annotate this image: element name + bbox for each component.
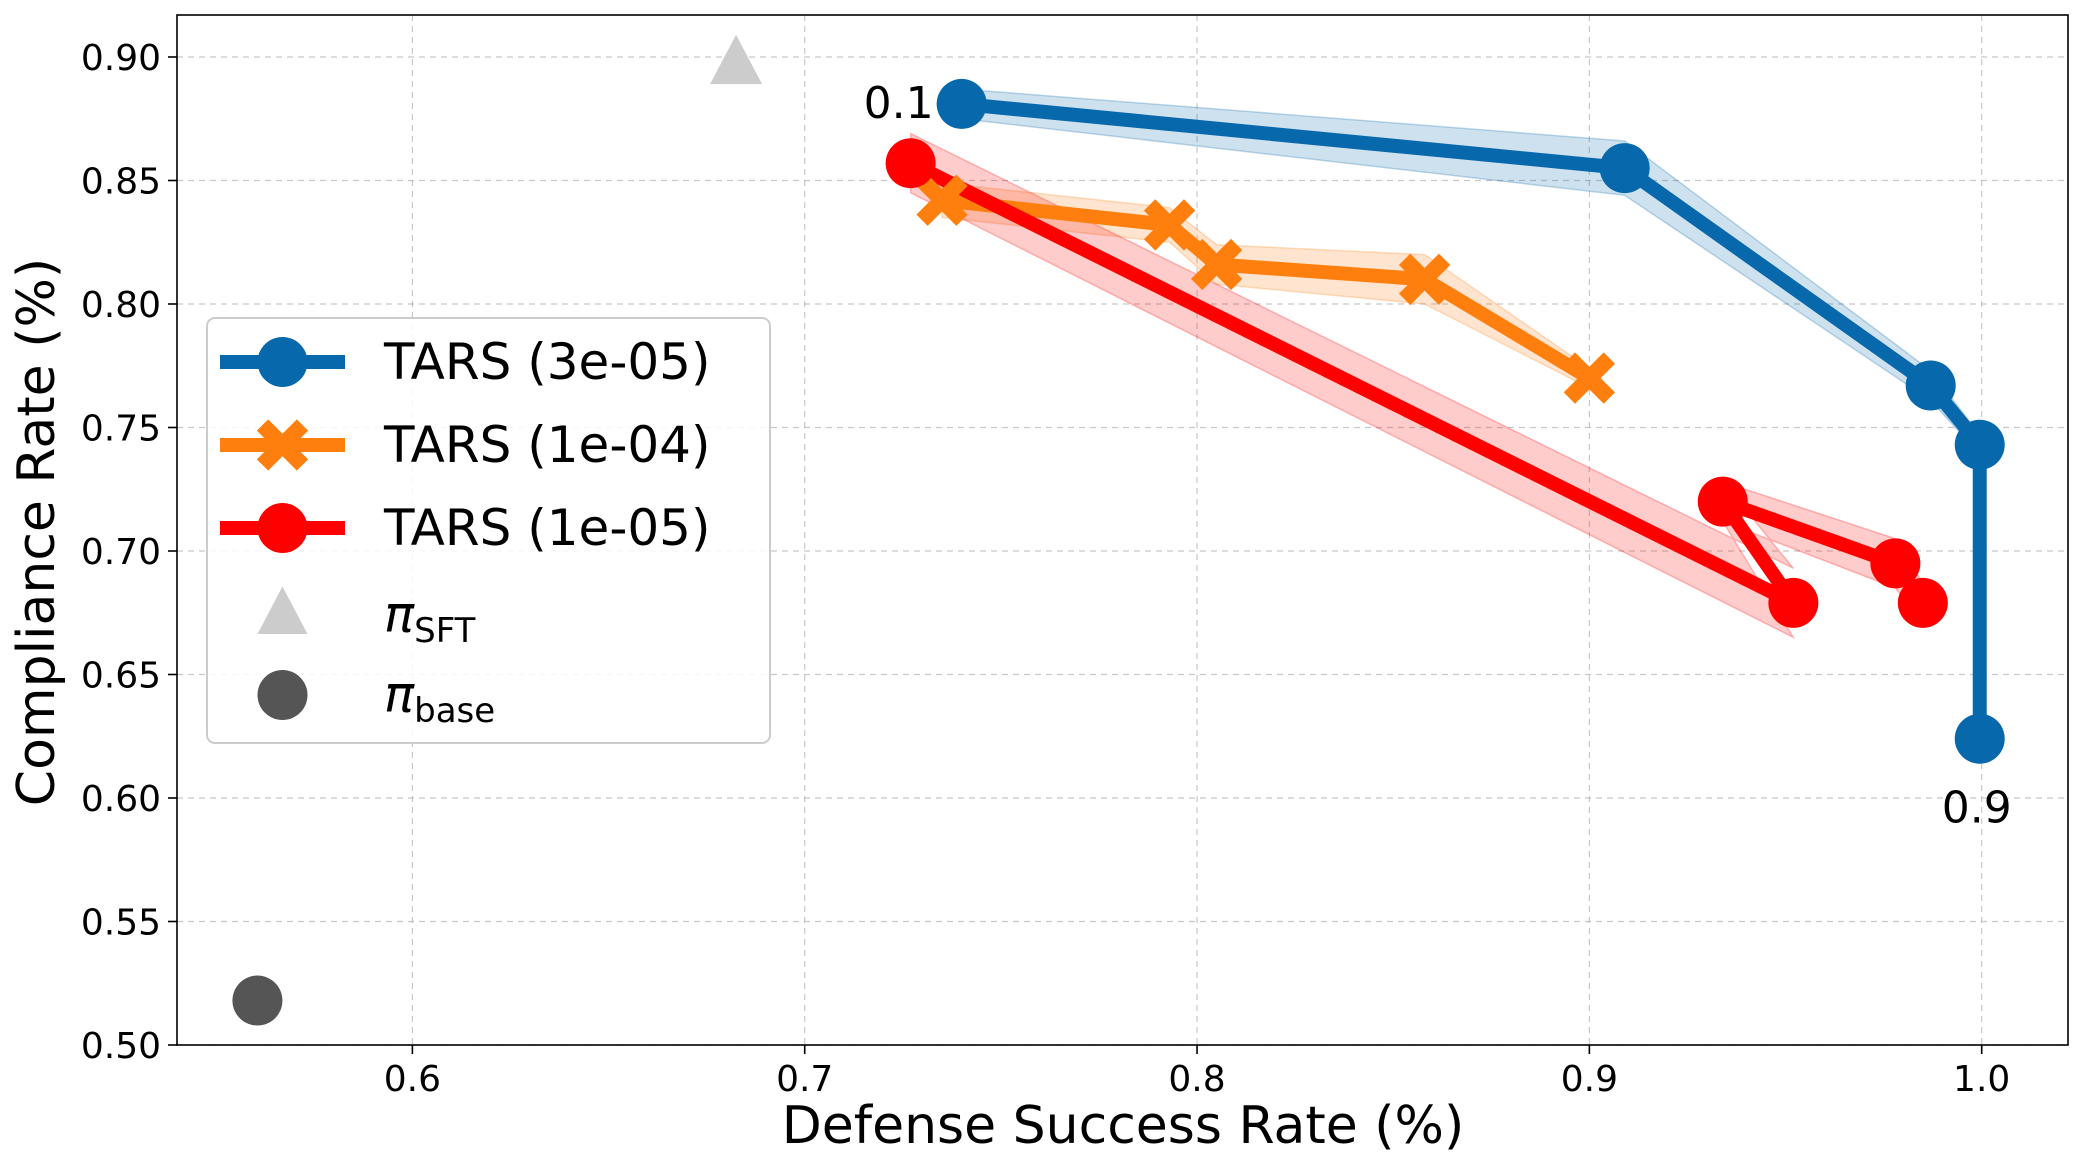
y-tick-label: 0.60 xyxy=(81,779,161,820)
legend-label: TARS (1e-05) xyxy=(383,499,711,557)
x-tick-label: 0.7 xyxy=(776,1059,833,1100)
data-point xyxy=(1897,577,1948,628)
legend-frame xyxy=(206,317,771,744)
axis-ticks: 0.6 0.7 0.8 0.9 1.0 0.50 0.55 0.60 0.65 0.70 0.75 0… xyxy=(81,38,2010,1100)
reference-point-base xyxy=(232,975,283,1026)
x-tick-label: 0.6 xyxy=(384,1059,441,1100)
data-point xyxy=(936,78,987,129)
legend: TARS (3e-05) TARS (1e-04) TARS (1e-05) πSFT… xyxy=(206,317,771,744)
data-point-x xyxy=(1143,199,1196,251)
data-point xyxy=(885,138,936,189)
data-point xyxy=(1905,360,1956,411)
annotations: 0.1 0.9 xyxy=(864,78,2012,834)
data-point xyxy=(1870,538,1921,589)
legend-marker-sft xyxy=(257,586,308,634)
data-point xyxy=(1954,713,2005,764)
data-point-x xyxy=(1191,238,1243,291)
annotation-label: 0.9 xyxy=(1942,783,2012,834)
legend-label: TARS (3e-05) xyxy=(383,333,711,391)
y-tick-label: 0.90 xyxy=(81,38,161,79)
data-point xyxy=(1954,419,2005,470)
y-axis-label: Compliance Rate (%) xyxy=(7,258,67,806)
x-tick-label: 1.0 xyxy=(1953,1059,2010,1100)
data-point xyxy=(1768,577,1819,628)
legend-items: TARS (3e-05) TARS (1e-04) TARS (1e-05) πSFT… xyxy=(220,333,711,731)
legend-label: πbase xyxy=(384,666,495,731)
y-tick-label: 0.80 xyxy=(81,285,161,326)
data-point-x xyxy=(1563,352,1616,404)
legend-marker xyxy=(257,337,308,387)
series-markers xyxy=(232,34,2005,1026)
x-tick-label: 0.8 xyxy=(1168,1059,1225,1100)
x-axis-label: Defense Success Rate (%) xyxy=(782,1096,1465,1156)
reference-point-sft xyxy=(710,34,763,85)
confidence-band xyxy=(960,88,1981,744)
y-tick-label: 0.75 xyxy=(81,408,161,449)
y-tick-label: 0.65 xyxy=(81,655,161,696)
confidence-bands xyxy=(909,88,1981,744)
legend-label: πSFT xyxy=(384,586,476,651)
plot-frame xyxy=(176,14,2069,1046)
y-tick-label: 0.70 xyxy=(81,532,161,573)
legend-label: TARS (1e-04) xyxy=(383,416,711,474)
data-point-x xyxy=(1398,253,1451,305)
annotation-label: 0.1 xyxy=(864,78,934,129)
data-point-x xyxy=(916,174,968,226)
legend-marker xyxy=(257,503,308,553)
x-tick-label: 0.9 xyxy=(1561,1059,1618,1100)
legend-marker-base xyxy=(257,670,308,720)
y-tick-label: 0.85 xyxy=(81,161,161,202)
y-tick-label: 0.50 xyxy=(81,1026,161,1067)
y-tick-label: 0.55 xyxy=(81,902,161,943)
legend-marker-x xyxy=(256,419,309,471)
data-point xyxy=(1599,143,1650,194)
data-point xyxy=(1697,476,1748,527)
